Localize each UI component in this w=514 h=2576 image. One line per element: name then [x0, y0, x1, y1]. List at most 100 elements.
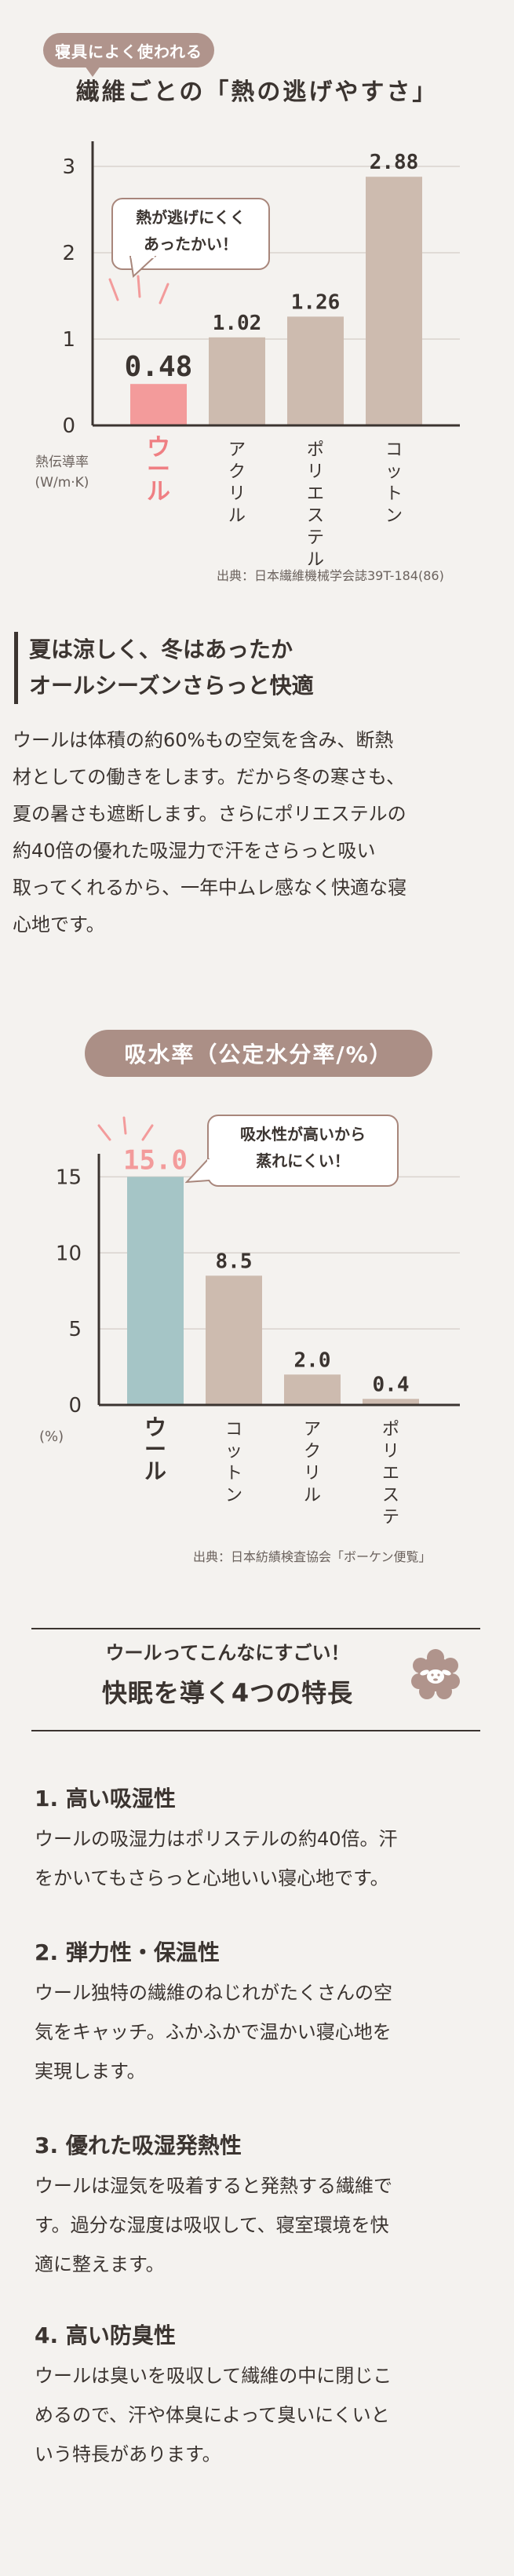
feature-text-line: 実現します。 — [35, 2060, 146, 2082]
y-tick-label: 3 — [62, 155, 75, 179]
data-label: 2.0 — [294, 1348, 331, 1372]
bar — [366, 177, 422, 425]
y-tick-label: 0 — [68, 1394, 82, 1418]
x-tick-label: ト — [225, 1464, 242, 1483]
x-tick-label: リ — [382, 1442, 399, 1461]
chart1-callout-tail — [129, 256, 157, 279]
feature-text-line: 適に整えます。 — [35, 2253, 165, 2275]
feature-text-line: ウール独特の繊維のねじれがたくさんの空 — [35, 1982, 392, 2004]
x-tick-label: テ — [382, 1508, 399, 1527]
chart1-title: 繊維ごとの「熱の逃げやすさ」 — [75, 78, 439, 106]
feature-text: ウールは臭いを吸収して繊維の中に閉じこ めるので、汗や体臭によって臭いにくいと … — [35, 2356, 482, 2474]
feature-text-line: ウールは臭いを吸収して繊維の中に閉じこ — [35, 2365, 392, 2387]
x-tick-label: ル — [307, 550, 324, 565]
x-tick-label: ッ — [385, 462, 403, 482]
bar — [206, 1275, 262, 1405]
x-tick-label: コ — [225, 1420, 242, 1439]
paragraph-line: 心地です。 — [13, 914, 105, 936]
features-title: 快眠を導く4つの特長 — [101, 1678, 354, 1708]
x-tick-label: ー — [147, 456, 170, 483]
feature-text-line: す。過分な湿度は吸収して、寝室環境を快 — [35, 2214, 389, 2236]
chart2-callout-line1: 吸水性が高いから — [240, 1125, 366, 1144]
feature-heading: 1. 高い吸湿性 — [35, 1786, 176, 1812]
feature-text: ウール独特の繊維のねじれがたくさんの空 気をキャッチ。ふかふかで温かい寝心地を … — [35, 1973, 482, 2091]
feature-text-line: 気をキャッチ。ふかふかで温かい寝心地を — [35, 2021, 392, 2043]
chart2-source: 出典：日本紡績検査協会「ボーケン便覧」 — [193, 1549, 432, 1564]
x-tick-label: ス — [307, 506, 324, 526]
feature-text-line: をかいてもさらっと心地いい寝心地です。 — [35, 1867, 389, 1889]
paragraph-line: ウールは体積の約60%もの空気を含み、断熱 — [13, 729, 394, 751]
feature-text-line: ウールの吸湿力はポリステルの約40倍。汗 — [35, 1828, 398, 1850]
x-tick-label: ン — [385, 506, 403, 526]
chart2-title: 吸水率（公定水分率/%） — [124, 1042, 393, 1067]
section-heading-line1: 夏は涼しく、冬はあったか — [29, 637, 293, 662]
bar — [284, 1374, 341, 1405]
chart1-callout-line2: あったかい！ — [144, 235, 238, 254]
chart1-badge-text: 寝具によく使われる — [55, 42, 202, 61]
highlight-spark — [108, 278, 119, 301]
sheep-icon — [411, 1649, 460, 1699]
x-tick-label: テ — [307, 528, 324, 548]
highlight-spark — [159, 283, 170, 305]
x-tick-label: ル — [147, 478, 170, 505]
x-tick-label: リ — [304, 1464, 321, 1483]
chart1-ylabel: 熱伝導率 (W/m·K) — [27, 452, 97, 493]
x-tick-label: ウ — [144, 1414, 166, 1440]
feature-heading: 2. 弾力性・保温性 — [35, 1939, 220, 1965]
chart1-callout-line1: 熱が逃げにくく — [136, 208, 246, 227]
highlight-spark — [137, 275, 141, 298]
x-tick-label: ー — [144, 1436, 166, 1462]
data-label: 1.02 — [213, 312, 262, 335]
section-heading-line2: オールシーズンさらっと快適 — [29, 673, 314, 699]
x-tick-label: ク — [228, 462, 246, 482]
paragraph-line: 夏の暑さも遮断します。さらにポリエステルの — [13, 803, 406, 825]
chart2-ylabel: (%) — [39, 1428, 64, 1445]
x-tick-label: ル — [228, 506, 246, 526]
bar — [127, 1177, 184, 1405]
bar — [209, 337, 265, 425]
section-heading: 夏は涼しく、冬はあったか オールシーズンさらっと快適 — [14, 632, 314, 704]
x-tick-label: ト — [385, 484, 403, 504]
data-label: 0.48 — [125, 351, 193, 383]
features-bottom-rule — [31, 1730, 480, 1731]
feature-text: ウールは湿気を吸着すると発熱する繊維で す。過分な湿度は吸収して、寝室環境を快 … — [35, 2166, 482, 2284]
x-tick-label: コ — [385, 440, 403, 460]
data-label: 1.26 — [291, 290, 341, 314]
chart1-ylabel-line2: (W/m·K) — [35, 475, 89, 491]
y-tick-label: 5 — [68, 1318, 82, 1341]
chart2-callout-line2: 蒸れにくい！ — [256, 1151, 350, 1170]
highlight-spark — [97, 1124, 111, 1141]
x-tick-label: ポ — [382, 1420, 399, 1439]
bar — [287, 316, 344, 425]
chart2-callout-tail — [185, 1158, 210, 1184]
x-tick-label: ル — [382, 1530, 399, 1531]
features-subtitle: ウールってこんなにすごい！ — [105, 1642, 350, 1664]
data-label: 8.5 — [216, 1250, 253, 1273]
y-tick-label: 0 — [62, 414, 75, 438]
feature-text-line: ウールは湿気を吸着すると発熱する繊維で — [35, 2175, 392, 2197]
x-tick-label: ン — [225, 1486, 242, 1505]
highlight-spark — [141, 1124, 154, 1141]
x-tick-label: ル — [304, 1486, 321, 1505]
x-tick-label: ア — [228, 440, 246, 460]
x-tick-label: エ — [382, 1464, 399, 1483]
data-label: 2.88 — [370, 151, 419, 174]
section-paragraph: ウールは体積の約60%もの空気を含み、断熱 材としての働きをします。だから冬の寒… — [13, 722, 509, 943]
chart2-title-pill: 吸水率（公定水分率/%） — [85, 1030, 432, 1077]
feature-text: ウールの吸湿力はポリステルの約40倍。汗 をかいてもさらっと心地いい寝心地です。 — [35, 1819, 482, 1898]
paragraph-line: 約40倍の優れた吸湿力で汗をさらっと吸い — [13, 840, 376, 862]
x-tick-label: ッ — [225, 1442, 242, 1461]
x-tick-label: ス — [382, 1486, 399, 1505]
x-tick-label: ル — [144, 1458, 166, 1484]
x-tick-label: ウ — [147, 434, 170, 462]
features-top-rule — [31, 1628, 480, 1629]
data-label: 0.4 — [373, 1373, 410, 1396]
x-tick-label: リ — [228, 484, 246, 504]
y-tick-label: 1 — [62, 328, 75, 352]
feature-text-line: めるので、汗や体臭によって臭いにくいと — [35, 2404, 390, 2426]
x-tick-label: エ — [307, 484, 324, 504]
highlight-spark — [122, 1116, 127, 1135]
paragraph-line: 取ってくれるから、一年中ムレ感なく快適な寝 — [13, 877, 407, 899]
